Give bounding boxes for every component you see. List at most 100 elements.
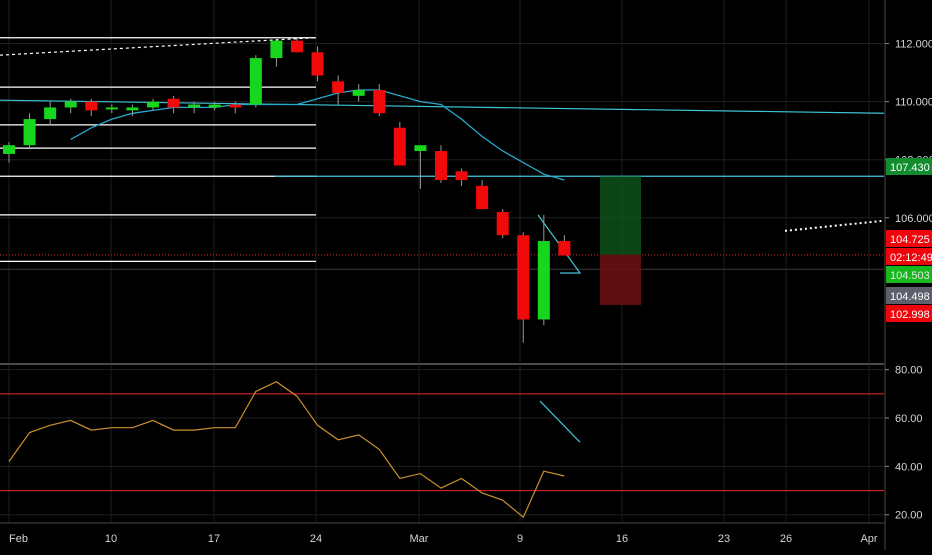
axis-layer: 112.000110.000108.000106.00080.0060.0040…: [9, 39, 932, 545]
time-tick-label: 10: [105, 533, 117, 545]
candle[interactable]: [23, 113, 36, 149]
candle[interactable]: [311, 46, 324, 82]
price-badge-text: 107.430: [890, 162, 930, 174]
candle-body: [270, 40, 283, 59]
candle-body: [332, 81, 345, 93]
price-badge-bg: [886, 230, 932, 247]
price-badge-text: 02:12:49: [890, 252, 932, 264]
oscillator-tick-label: 20.00: [895, 510, 923, 522]
price-axis-badge: 102.998: [886, 305, 932, 322]
price-badge-text: 102.998: [890, 309, 930, 321]
candle-body: [188, 104, 201, 108]
price-badge-bg: [886, 305, 932, 322]
candle-body: [249, 58, 262, 105]
candle-body: [455, 171, 468, 181]
candle-layer: [3, 37, 571, 343]
dotted-projection-line[interactable]: [784, 219, 885, 232]
candle-body: [496, 211, 509, 236]
price-axis-badge: 104.498: [886, 287, 932, 304]
time-tick-label: 23: [718, 533, 730, 545]
candle[interactable]: [373, 84, 386, 117]
candle[interactable]: [537, 214, 550, 326]
candle-body: [352, 90, 365, 96]
moving-average-line: [70, 89, 565, 181]
price-badge-bg: [886, 158, 932, 175]
profit-zone[interactable]: [600, 176, 641, 255]
candle[interactable]: [476, 180, 489, 210]
time-tick-label: Feb: [9, 533, 28, 545]
price-badge-bg: [886, 266, 932, 283]
oscillator-tick-label: 80.00: [895, 365, 923, 377]
candle[interactable]: [496, 209, 509, 239]
candle-body: [311, 52, 324, 76]
candle[interactable]: [352, 84, 365, 102]
candle-body: [393, 127, 406, 166]
candle[interactable]: [85, 98, 98, 117]
candle[interactable]: [434, 145, 447, 183]
time-tick-label: Apr: [860, 533, 877, 545]
price-tick-label: 110.000: [895, 97, 932, 109]
candle[interactable]: [126, 104, 139, 117]
time-tick-label: 9: [517, 533, 523, 545]
price-axis-badge: 104.503: [886, 266, 932, 283]
candle[interactable]: [270, 40, 283, 67]
oscillator-tick-label: 60.00: [895, 413, 923, 425]
candle[interactable]: [290, 37, 303, 53]
candle-body: [229, 104, 242, 108]
oscillator-tick-label: 40.00: [895, 461, 923, 473]
oscillator-line: [8, 381, 565, 519]
time-tick-label: 16: [616, 533, 628, 545]
time-tick-label: 24: [310, 533, 322, 545]
candle[interactable]: [517, 232, 530, 343]
candle[interactable]: [3, 142, 15, 163]
stop-loss-zone[interactable]: [600, 254, 641, 305]
price-badge-bg: [886, 287, 932, 304]
candle[interactable]: [414, 145, 427, 189]
candle-body: [146, 101, 159, 108]
price-axis-badge: 02:12:49: [886, 248, 932, 265]
candle-body: [517, 235, 530, 320]
price-tick-label: 106.000: [895, 213, 932, 225]
candle-body: [208, 104, 221, 108]
price-axis-badge: 104.725: [886, 230, 932, 247]
candle-body: [105, 107, 118, 110]
candle-body: [64, 101, 77, 108]
candle[interactable]: [167, 95, 180, 114]
price-label-layer: 107.430 104.725 02:12:49 104.503 104.498 102.…: [886, 158, 932, 322]
candle[interactable]: [455, 168, 468, 186]
candle-body: [558, 241, 571, 256]
price-axis-badge: 107.430: [886, 158, 932, 175]
candle-body: [373, 90, 386, 114]
candle[interactable]: [558, 235, 571, 256]
candle[interactable]: [229, 101, 242, 114]
candle[interactable]: [64, 98, 77, 114]
candle-body: [44, 107, 57, 120]
time-tick-label: 26: [780, 533, 792, 545]
overlay-layer: [0, 37, 885, 305]
candle[interactable]: [105, 104, 118, 114]
candle[interactable]: [146, 98, 159, 111]
price-badge-text: 104.498: [890, 291, 930, 303]
price-badge-bg: [886, 248, 932, 265]
candle-body: [167, 98, 180, 108]
candle-body: [23, 119, 36, 146]
candle-body: [414, 145, 427, 152]
time-tick-label: 17: [208, 533, 220, 545]
triangle-drawing[interactable]: [537, 214, 582, 274]
candle[interactable]: [208, 101, 221, 111]
candle-body: [434, 151, 447, 181]
candle[interactable]: [393, 121, 406, 166]
candle-body: [126, 107, 139, 111]
candle[interactable]: [249, 55, 262, 108]
candle-body: [476, 185, 489, 210]
candle[interactable]: [332, 75, 345, 105]
oscillator-layer: [0, 381, 884, 519]
candle[interactable]: [188, 101, 201, 114]
candle[interactable]: [44, 101, 57, 125]
candle-body: [290, 40, 303, 53]
dashed-trend-line[interactable]: [0, 37, 315, 56]
oscillator-trend-line[interactable]: [539, 400, 581, 443]
